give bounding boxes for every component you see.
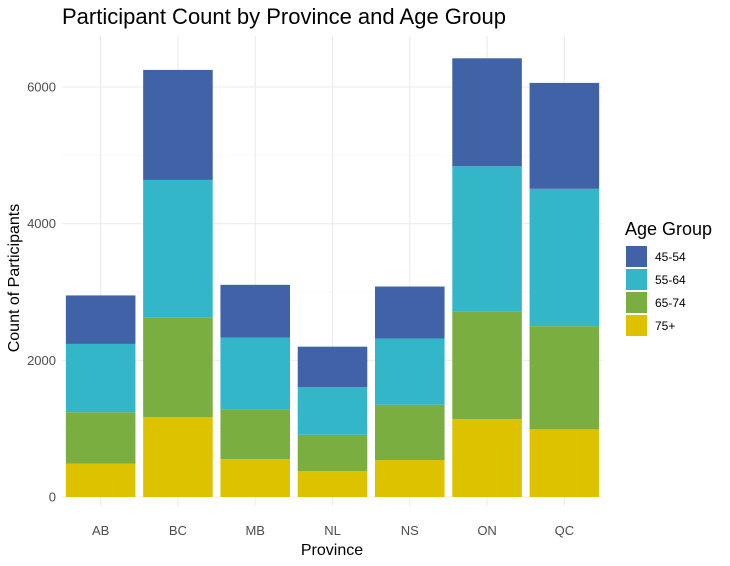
bar-nl-45-54 [297, 346, 368, 387]
bar-ns-55-64 [375, 338, 445, 405]
bar-on-55-64 [452, 166, 522, 312]
chart-title: Participant Count by Province and Age Gr… [62, 4, 506, 29]
bars [65, 58, 600, 497]
bar-bc-65-74 [143, 317, 213, 418]
bar-ns-45-54 [375, 286, 445, 339]
bar-nl-55-64 [297, 386, 368, 435]
legend: Age Group 45-54 55-64 65-74 75+ [625, 219, 712, 336]
bar-qc-55-64 [529, 188, 600, 327]
bar-ab-65-74 [65, 412, 136, 464]
legend-swatch [626, 246, 647, 267]
bar-mb-65-74 [220, 409, 290, 460]
bar-ab-55-64 [65, 343, 136, 413]
legend-label: 75+ [655, 319, 675, 333]
legend-swatch [626, 292, 647, 313]
legend-label: 45-54 [655, 250, 686, 264]
y-tick-label: 4000 [27, 216, 56, 231]
bar-ns-65-74 [375, 404, 445, 461]
bar-on-65-74 [452, 311, 522, 420]
y-axis-title: Count of Participants [6, 204, 23, 353]
bar-mb-55-64 [220, 337, 290, 410]
x-tick-label: BC [169, 523, 187, 538]
x-tick-label: NS [401, 523, 419, 538]
bar-on-45-54 [452, 58, 522, 167]
x-tick-label: AB [92, 523, 109, 538]
bar-qc-45-54 [529, 82, 600, 189]
y-tick-label: 6000 [27, 80, 56, 95]
x-axis-ticks: AB BC MB NL NS ON QC [92, 523, 574, 538]
bar-nl-65-74 [297, 434, 368, 472]
x-tick-label: QC [555, 523, 575, 538]
legend-label: 55-64 [655, 273, 686, 287]
bar-ab-45-54 [65, 295, 136, 344]
bar-bc-55-64 [143, 179, 213, 318]
bar-mb-45-54 [220, 284, 290, 338]
legend-swatch [626, 315, 647, 336]
bar-bc-45-54 [143, 69, 213, 180]
bar-qc-75plus [529, 429, 600, 497]
bar-bc-75plus [143, 417, 213, 497]
y-axis-ticks: 0 2000 4000 6000 [27, 80, 56, 505]
x-tick-label: ON [477, 523, 497, 538]
bar-qc-65-74 [529, 326, 600, 430]
legend-label: 65-74 [655, 296, 686, 310]
legend-title: Age Group [625, 219, 712, 239]
x-tick-label: NL [324, 523, 341, 538]
legend-swatch [626, 269, 647, 290]
bar-mb-75plus [220, 459, 290, 497]
x-tick-label: MB [245, 523, 265, 538]
x-axis-title: Province [301, 542, 363, 559]
bar-ns-75plus [375, 460, 445, 497]
bar-ab-75plus [65, 463, 136, 497]
y-tick-label: 2000 [27, 353, 56, 368]
bar-nl-75plus [297, 471, 368, 497]
y-tick-label: 0 [49, 490, 56, 505]
bar-on-75plus [452, 419, 522, 497]
